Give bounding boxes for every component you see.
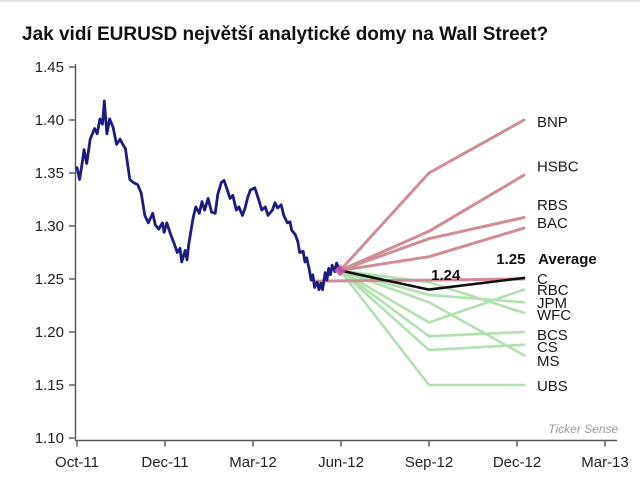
- y-tick-label: 1.45: [35, 59, 64, 76]
- forecast-line-RBS: [338, 216, 526, 272]
- x-tick-label: Oct-11: [55, 454, 99, 471]
- y-tick-label: 1.20: [35, 324, 64, 341]
- bank-label-BCS: BCS: [537, 327, 568, 344]
- y-tick-label: 1.30: [35, 218, 64, 235]
- forecast-line-CS: [338, 269, 526, 352]
- forecast-line-BNP: [338, 118, 526, 272]
- x-tick-label: Sep-12: [405, 454, 453, 471]
- x-tick-label: Mar-13: [581, 454, 629, 471]
- y-tick-label: 1.35: [35, 165, 64, 182]
- average-line: [338, 269, 526, 291]
- bank-label-RBS: RBS: [537, 197, 568, 214]
- annotation-ticker-sense: Ticker Sense: [548, 422, 618, 436]
- x-tick-label: Dec-12: [493, 454, 541, 471]
- y-tick-label: 1.40: [35, 112, 64, 129]
- chart-title: Jak vidí EURUSD největší analytické domy…: [22, 23, 549, 45]
- forecast-line-JPM: [338, 269, 526, 304]
- top-border-artifact: [0, 0, 640, 2]
- x-tick-label: Jun-12: [318, 454, 364, 471]
- bank-label-BAC: BAC: [537, 215, 568, 232]
- forecast-line-BCS: [338, 269, 526, 338]
- bank-label-HSBC: HSBC: [537, 159, 579, 176]
- history-line: [75, 99, 342, 292]
- bank-label-JPM: JPM: [537, 295, 567, 312]
- annotation-1.25: 1.25: [496, 251, 525, 268]
- bank-label-C: C: [537, 271, 548, 288]
- annotation-average: Average: [538, 251, 597, 268]
- y-tick-label: 1.15: [35, 377, 64, 394]
- forecast-line-HSBC: [338, 173, 526, 272]
- bank-label-RBC: RBC: [537, 282, 569, 299]
- forecast-line-BAC: [338, 226, 526, 272]
- bank-label-MS: MS: [537, 353, 560, 370]
- forecast-origin-marker: [334, 264, 347, 277]
- forecast-line-WFC: [338, 269, 526, 315]
- x-tick-label: Mar-12: [229, 454, 277, 471]
- y-tick-label: 1.25: [35, 271, 64, 288]
- annotation-1.24: 1.24: [431, 267, 461, 284]
- bank-label-CS: CS: [537, 339, 558, 356]
- bank-label-UBS: UBS: [537, 378, 568, 395]
- y-tick-label: 1.10: [35, 430, 64, 447]
- bank-label-BNP: BNP: [537, 114, 568, 131]
- forecast-line-C: [313, 277, 526, 283]
- forecast-line-UBS: [338, 269, 526, 387]
- x-tick-label: Dec-11: [141, 454, 188, 471]
- bank-label-WFC: WFC: [537, 307, 571, 324]
